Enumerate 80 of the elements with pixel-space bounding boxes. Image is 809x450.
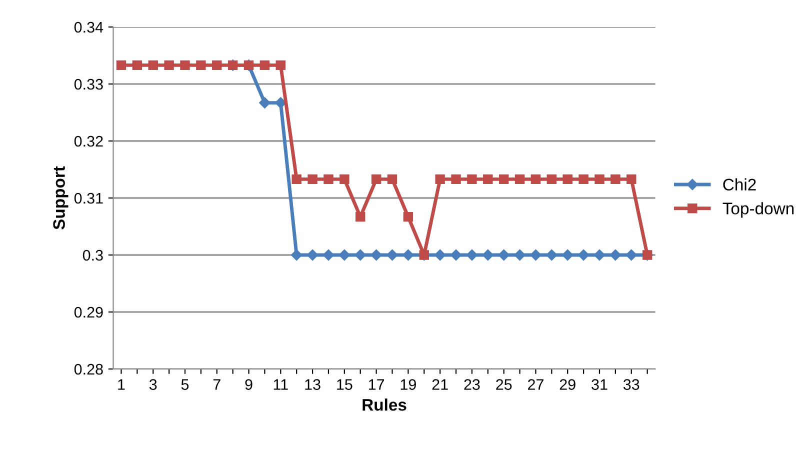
- x-tick-label: 7: [213, 379, 220, 390]
- point: [308, 174, 318, 184]
- point: [626, 249, 637, 261]
- y-tick-label: 0.3: [82, 250, 103, 261]
- point: [514, 249, 526, 261]
- point: [370, 249, 382, 261]
- x-tick-label: 17: [368, 379, 384, 390]
- point: [338, 249, 350, 261]
- x-axis-title: Rules: [362, 398, 406, 411]
- point: [434, 249, 446, 261]
- point: [466, 249, 478, 261]
- point: [322, 249, 334, 261]
- point: [387, 174, 398, 184]
- y-axis-title: Support: [53, 166, 68, 230]
- point: [386, 249, 398, 261]
- point: [259, 97, 270, 108]
- point: [435, 174, 445, 184]
- point: [498, 249, 510, 261]
- y-tick-label: 0.33: [74, 78, 103, 90]
- point: [594, 174, 604, 184]
- x-tick-label: 25: [496, 379, 512, 390]
- point: [371, 174, 382, 184]
- x-tick-label: 15: [337, 379, 352, 390]
- point: [340, 174, 350, 184]
- x-tick-label: 27: [528, 379, 544, 390]
- legend-label: Top-down: [722, 202, 794, 218]
- point: [530, 174, 541, 184]
- point: [116, 60, 126, 70]
- point: [290, 249, 302, 261]
- point: [402, 249, 414, 261]
- x-tick-label: 29: [560, 379, 576, 390]
- x-tick-label: 19: [400, 379, 416, 390]
- point: [483, 174, 493, 184]
- point: [546, 249, 558, 261]
- point: [164, 60, 174, 70]
- x-tick-label: 33: [623, 379, 640, 390]
- point: [354, 249, 366, 261]
- point: [180, 60, 190, 70]
- point: [546, 174, 557, 184]
- x-tick-label: 13: [305, 379, 320, 390]
- x-tick-label: 9: [245, 379, 252, 390]
- x-tick-label: 5: [181, 379, 189, 390]
- point: [610, 249, 622, 261]
- point: [276, 60, 286, 70]
- point: [260, 60, 270, 70]
- point: [292, 174, 302, 184]
- x-tick-label: 31: [592, 379, 608, 390]
- point: [356, 212, 366, 222]
- point: [482, 249, 494, 261]
- point: [467, 174, 477, 184]
- point: [610, 174, 620, 184]
- point: [148, 60, 158, 70]
- point: [514, 174, 525, 184]
- y-tick-label: 0.28: [74, 364, 103, 375]
- point: [594, 249, 606, 261]
- point: [403, 212, 414, 222]
- x-tick-label: 23: [464, 379, 480, 390]
- point: [498, 174, 509, 184]
- point: [196, 60, 206, 70]
- point: [451, 174, 461, 184]
- x-tick-label: 3: [149, 379, 157, 390]
- point: [626, 174, 636, 184]
- point: [450, 249, 462, 261]
- legend-label: Chi2: [723, 178, 756, 191]
- y-tick-label: 0.34: [74, 22, 104, 33]
- point: [324, 174, 334, 184]
- point: [212, 60, 222, 70]
- point: [306, 249, 318, 261]
- point: [578, 174, 588, 184]
- point: [562, 249, 574, 261]
- y-tick-label: 0.32: [74, 136, 103, 147]
- y-tick-label: 0.29: [74, 306, 103, 318]
- point: [562, 174, 572, 184]
- x-tick-label: 1: [118, 379, 125, 390]
- y-tick-label: 0.31: [74, 192, 103, 204]
- point: [530, 249, 542, 261]
- x-tick-label: 21: [432, 379, 448, 390]
- point: [132, 60, 142, 70]
- point: [578, 249, 590, 261]
- x-tick-label: 11: [274, 379, 288, 390]
